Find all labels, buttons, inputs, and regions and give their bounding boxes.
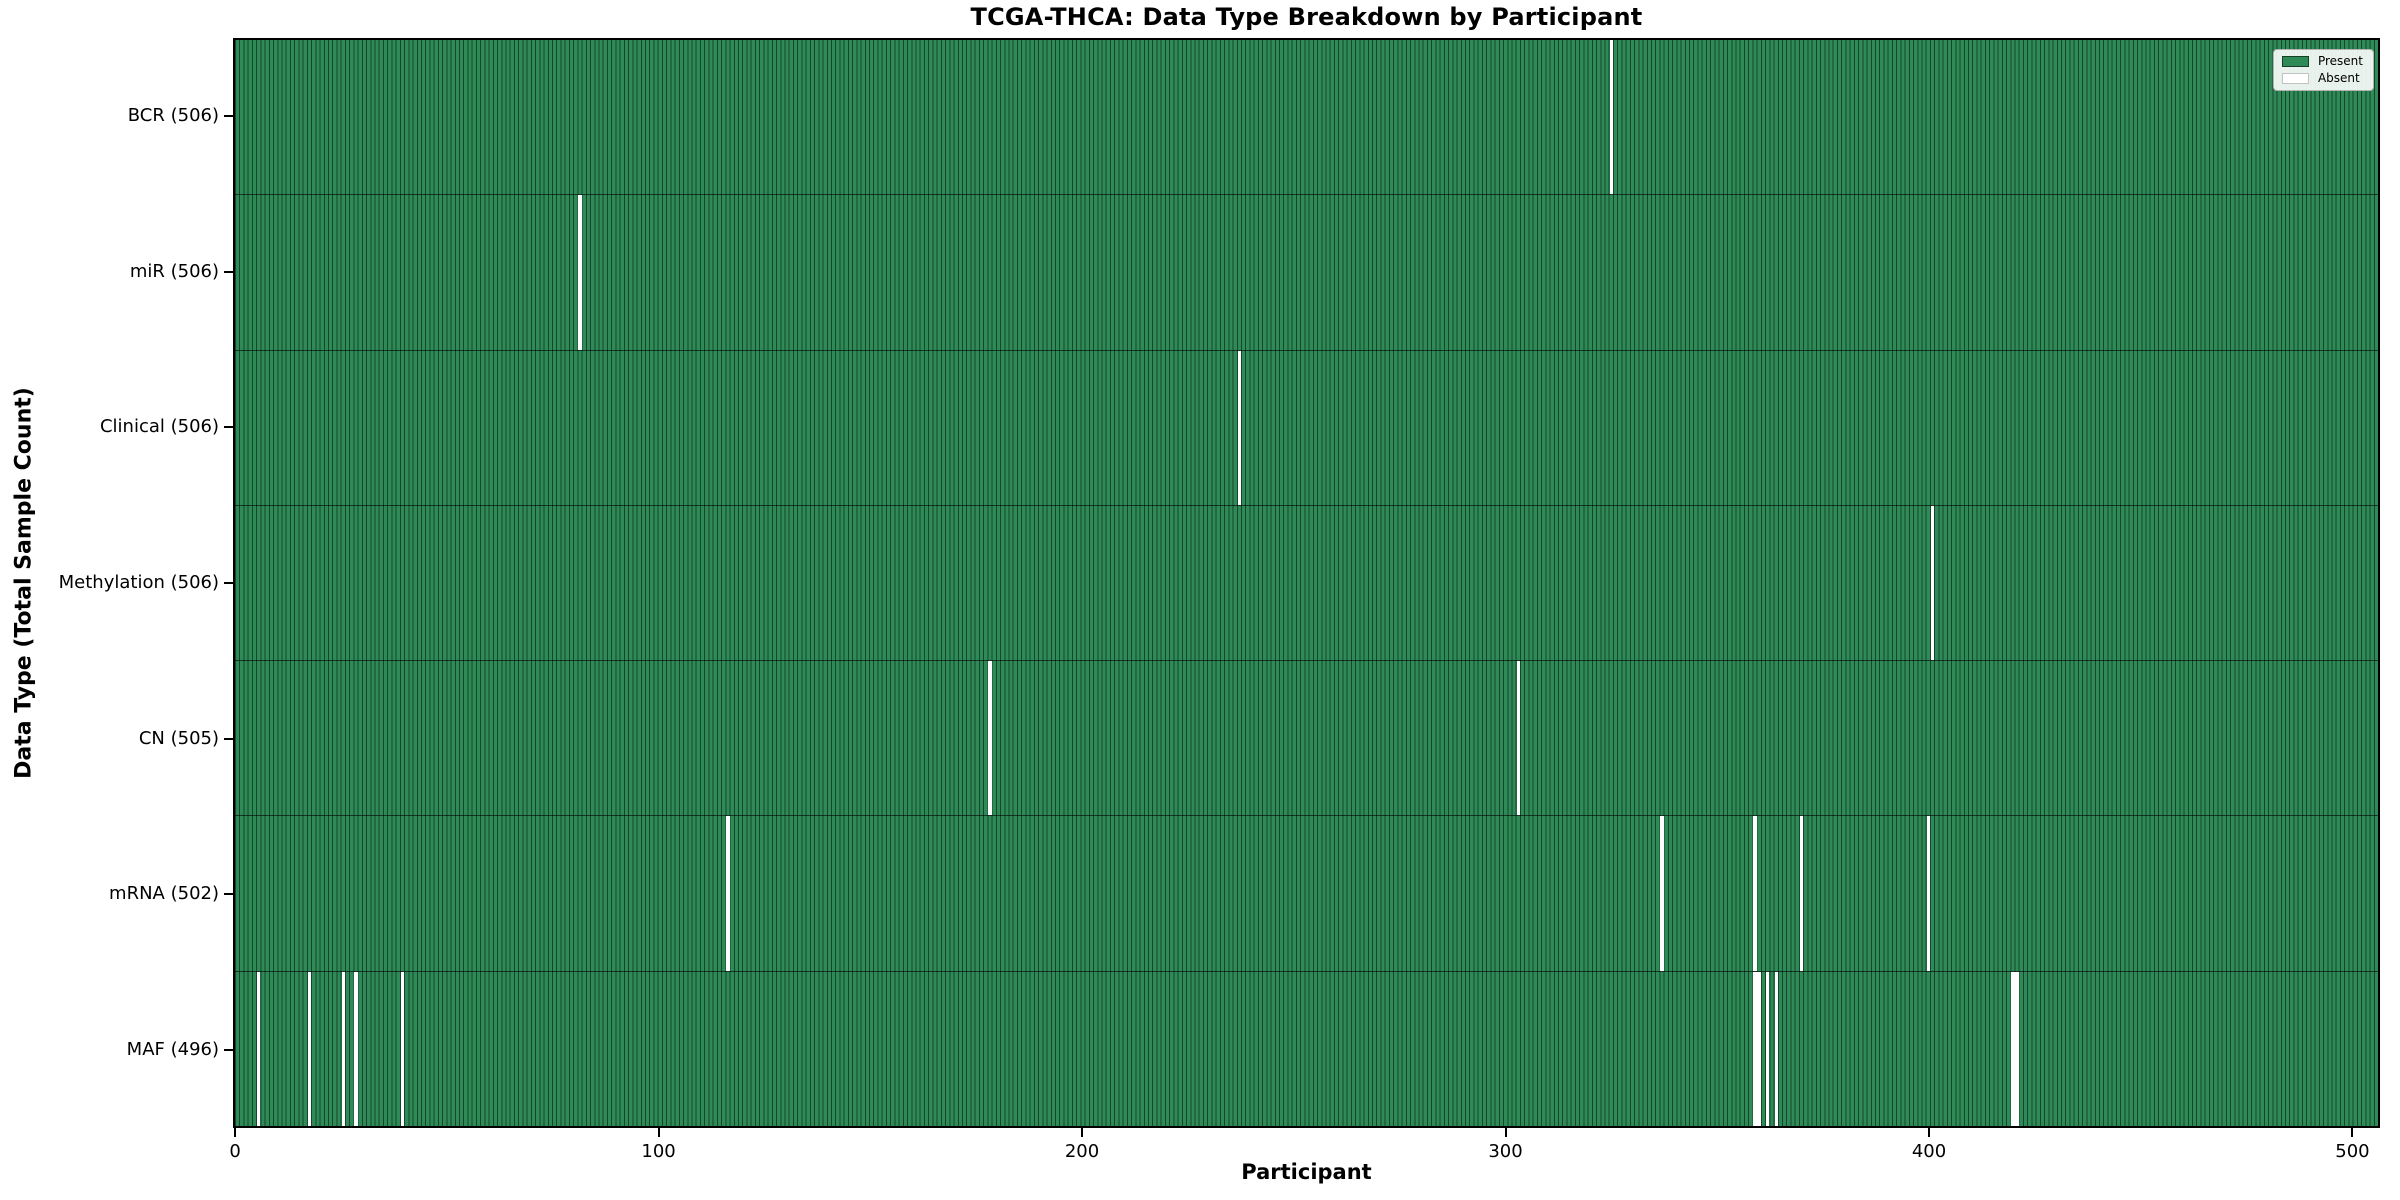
- absent-gap: [988, 661, 992, 816]
- y-tick-mark: [224, 582, 233, 584]
- data-row-BCR: [235, 40, 2378, 196]
- absent-gap: [354, 971, 358, 1126]
- x-tick-label: 100: [641, 1141, 676, 1162]
- x-tick-label: 400: [1911, 1141, 1947, 1162]
- y-tick-mark: [224, 426, 233, 429]
- absent-gap: [1753, 971, 1761, 1126]
- x-tick-mark: [1928, 1128, 1930, 1137]
- y-tick-label: miR (506): [129, 260, 219, 282]
- plot-area: Present Absent: [233, 38, 2380, 1128]
- y-tick-label: BCR (506): [127, 104, 219, 126]
- rows-container: [235, 40, 2378, 1126]
- x-tick-label: 500: [2335, 1141, 2370, 1162]
- legend-item-present: Present: [2281, 54, 2363, 68]
- absent-gap: [1799, 816, 1804, 971]
- x-tick-mark: [1504, 1128, 1507, 1137]
- absent-gap: [1930, 505, 1935, 661]
- absent-gap: [1926, 816, 1930, 971]
- y-tick-mark: [224, 737, 233, 740]
- y-tick-label: CN (505): [138, 727, 219, 749]
- absent-gap: [2011, 971, 2019, 1126]
- absent-gap: [1237, 350, 1241, 505]
- data-row-Clinical: [235, 350, 2378, 506]
- chart-title: TCGA-THCA: Data Type Breakdown by Partic…: [970, 3, 1643, 31]
- absent-gap: [307, 971, 312, 1126]
- absent-gap: [1774, 971, 1778, 1126]
- absent-gap: [1660, 816, 1664, 971]
- absent-gap: [400, 971, 405, 1126]
- legend: Present Absent: [2272, 49, 2374, 91]
- legend-label-present: Present: [2317, 54, 2363, 68]
- data-row-mRNA: [235, 816, 2378, 972]
- data-row-Methylation: [235, 505, 2378, 662]
- x-tick-label: 300: [1488, 1141, 1523, 1162]
- x-tick-mark: [234, 1128, 237, 1137]
- absent-gap: [1766, 971, 1770, 1126]
- y-tick-label: MAF (496): [126, 1039, 219, 1061]
- x-tick-label: 0: [229, 1141, 241, 1162]
- y-tick-mark: [224, 270, 233, 273]
- data-row-CN: [235, 661, 2378, 817]
- x-tick-mark: [657, 1128, 660, 1137]
- absent-gap: [1516, 661, 1520, 816]
- y-tick-label: mRNA (502): [109, 883, 219, 905]
- y-tick-mark: [224, 114, 233, 117]
- absent-gap: [578, 195, 582, 350]
- x-tick-mark: [2351, 1128, 2354, 1137]
- legend-item-absent: Absent: [2281, 71, 2363, 85]
- present-swatch-icon: [2281, 56, 2309, 67]
- data-row-MAF: [235, 971, 2378, 1126]
- x-tick-mark: [1081, 1128, 1084, 1137]
- absent-gap: [1753, 816, 1757, 971]
- y-tick-label: Methylation (506): [58, 572, 219, 593]
- data-row-miR: [235, 195, 2378, 351]
- absent-gap: [257, 971, 261, 1126]
- absent-gap: [726, 816, 730, 971]
- absent-gap: [341, 971, 345, 1126]
- x-axis-title: Participant: [1241, 1160, 1372, 1184]
- x-tick-label: 200: [1064, 1141, 1100, 1162]
- legend-label-absent: Absent: [2317, 71, 2360, 85]
- absent-swatch-icon: [2281, 73, 2309, 84]
- y-tick-mark: [224, 1049, 233, 1052]
- y-tick-label: Clinical (506): [99, 416, 219, 438]
- absent-gap: [1609, 40, 1613, 195]
- y-tick-mark: [224, 893, 233, 896]
